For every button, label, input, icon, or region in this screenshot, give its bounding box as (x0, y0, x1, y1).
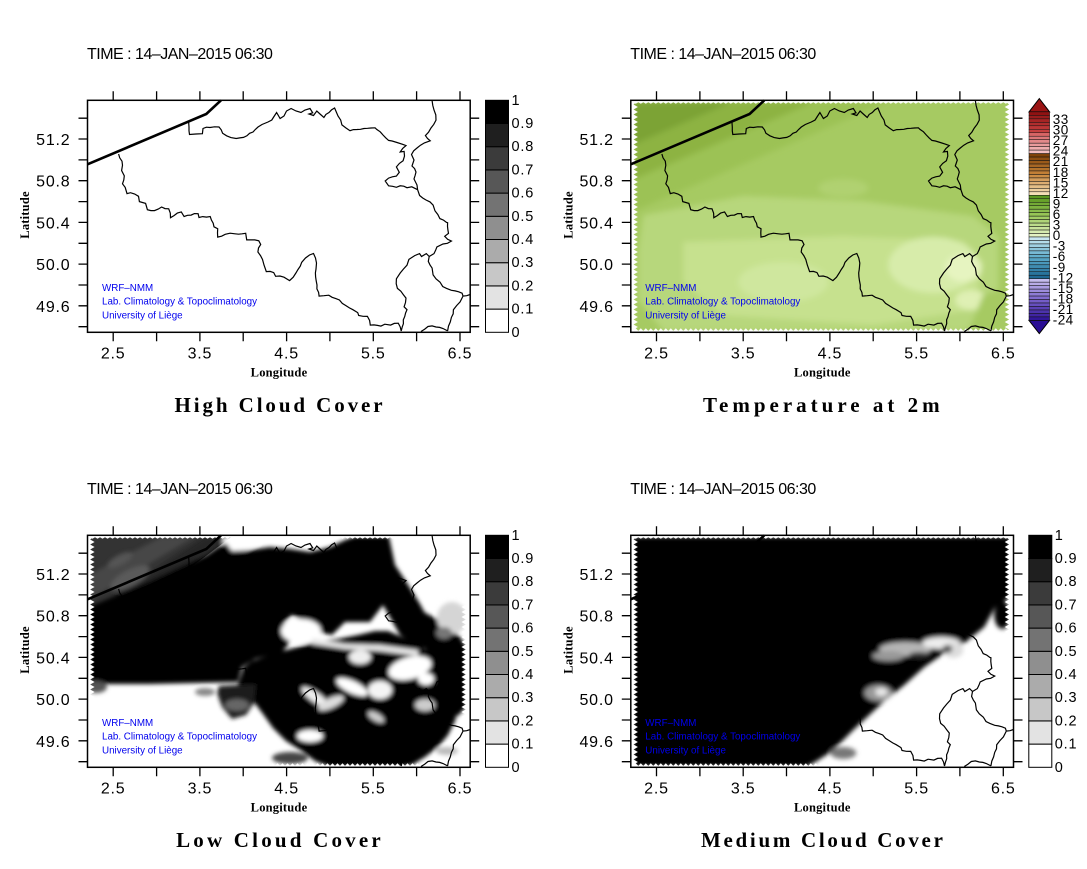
svg-text:High Cloud Cover: High Cloud Cover (175, 393, 386, 417)
svg-text:Medium Cloud Cover: Medium Cloud Cover (701, 828, 946, 852)
svg-text:Low Cloud Cover: Low Cloud Cover (176, 828, 384, 852)
svg-text:Temperature at 2m: Temperature at 2m (703, 393, 944, 417)
